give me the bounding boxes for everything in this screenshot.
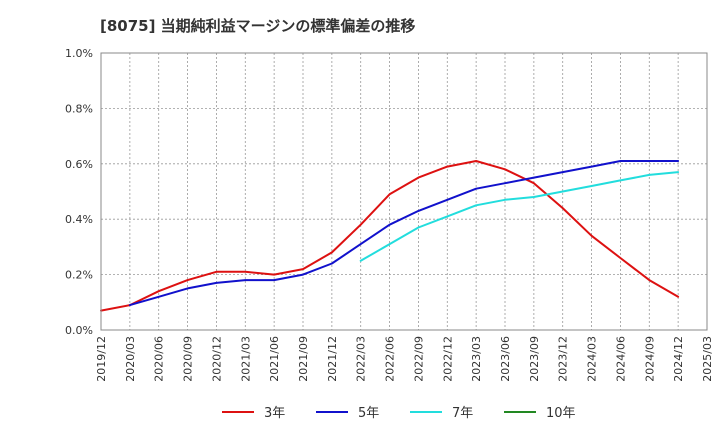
series-lines bbox=[100, 160, 680, 312]
x-tick-label: 2024/03 bbox=[586, 336, 599, 382]
legend-label: 7年 bbox=[452, 406, 473, 421]
chart-title: [8075] 当期純利益マージンの標準偏差の推移 bbox=[100, 17, 415, 35]
x-tick-label: 2024/09 bbox=[643, 336, 656, 382]
x-tick-label: 2021/09 bbox=[297, 336, 310, 382]
x-tick-label: 2020/03 bbox=[124, 336, 137, 382]
y-tick-label: 0.6% bbox=[65, 158, 93, 171]
y-tick-label: 0.0% bbox=[65, 324, 93, 337]
x-tick-label: 2022/12 bbox=[441, 336, 454, 382]
x-tick-label: 2023/06 bbox=[499, 336, 512, 382]
x-tick-label: 2020/06 bbox=[153, 336, 166, 382]
x-tick-label: 2022/06 bbox=[384, 336, 397, 382]
x-tick-label: 2021/03 bbox=[239, 336, 252, 382]
y-tick-label: 0.4% bbox=[65, 213, 93, 226]
series-line bbox=[359, 171, 680, 262]
x-tick-label: 2021/06 bbox=[268, 336, 281, 382]
y-tick-label: 0.8% bbox=[65, 102, 93, 115]
plot-frame bbox=[100, 52, 708, 331]
x-tick-label: 2024/12 bbox=[672, 336, 685, 382]
x-tick-label: 2021/12 bbox=[326, 336, 339, 382]
series-line bbox=[128, 160, 680, 307]
legend-label: 10年 bbox=[546, 406, 576, 421]
x-tick-label: 2025/03 bbox=[701, 336, 714, 382]
x-tick-label: 2019/12 bbox=[95, 336, 108, 382]
x-tick-label: 2020/09 bbox=[182, 336, 195, 382]
x-tick-label: 2024/06 bbox=[614, 336, 627, 382]
x-tick-label: 2020/12 bbox=[210, 336, 223, 382]
y-tick-label: 0.2% bbox=[65, 269, 93, 282]
y-axis: 0.0% 0.2% 0.4% 0.6% 0.8% 1.0% bbox=[65, 47, 93, 337]
x-tick-label: 2023/03 bbox=[470, 336, 483, 382]
legend: 3年 5年 7年 10年 bbox=[222, 406, 576, 421]
x-tick-label: 2022/09 bbox=[412, 336, 425, 382]
x-tick-label: 2022/03 bbox=[355, 336, 368, 382]
legend-label: 5年 bbox=[358, 406, 379, 421]
legend-label: 3年 bbox=[264, 406, 285, 421]
x-tick-label: 2023/09 bbox=[528, 336, 541, 382]
y-tick-label: 1.0% bbox=[65, 47, 93, 60]
series-line bbox=[100, 160, 680, 312]
x-axis: 2019/12 2020/03 2020/06 2020/09 2020/12 2021/… bbox=[95, 336, 714, 382]
x-tick-label: 2023/12 bbox=[557, 336, 570, 382]
